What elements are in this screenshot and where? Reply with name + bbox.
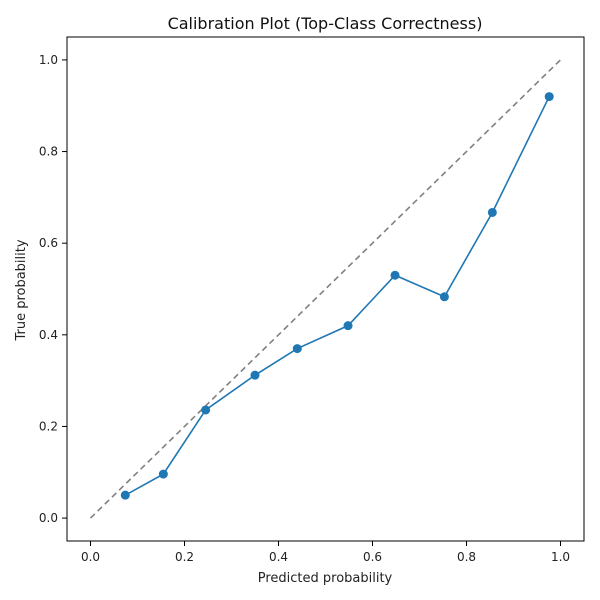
calibration-point xyxy=(343,321,353,331)
chart-title: Calibration Plot (Top-Class Correctness) xyxy=(168,14,483,33)
y-tick-label: 1.0 xyxy=(39,53,58,67)
calibration-point xyxy=(120,490,130,500)
calibration-point xyxy=(201,405,211,415)
x-tick-label: 0.8 xyxy=(457,550,476,564)
plot-area xyxy=(89,59,562,519)
x-tick-label: 0.2 xyxy=(175,550,194,564)
x-axis-label: Predicted probability xyxy=(258,571,393,586)
calibration-point xyxy=(390,270,400,280)
calibration-point xyxy=(250,370,260,380)
y-axis-label: True probability xyxy=(14,239,29,341)
y-tick-label: 0.6 xyxy=(39,236,58,250)
calibration-point xyxy=(544,92,554,102)
y-tick-label: 0.2 xyxy=(39,419,58,433)
y-tick-label: 0.4 xyxy=(39,328,58,342)
calibration-point xyxy=(158,469,168,479)
calibration-line xyxy=(124,96,550,496)
x-tick-label: 0.6 xyxy=(363,550,382,564)
y-tick-label: 0.8 xyxy=(39,145,58,159)
x-tick-label: 1.0 xyxy=(551,550,570,564)
x-tick-label: 0.4 xyxy=(269,550,288,564)
calibration-point xyxy=(439,292,449,302)
y-tick-label: 0.0 xyxy=(39,511,58,525)
x-tick-label: 0.0 xyxy=(81,550,100,564)
axes-frame xyxy=(66,36,585,542)
calibration-point xyxy=(487,207,497,217)
calibration-point xyxy=(292,344,302,354)
